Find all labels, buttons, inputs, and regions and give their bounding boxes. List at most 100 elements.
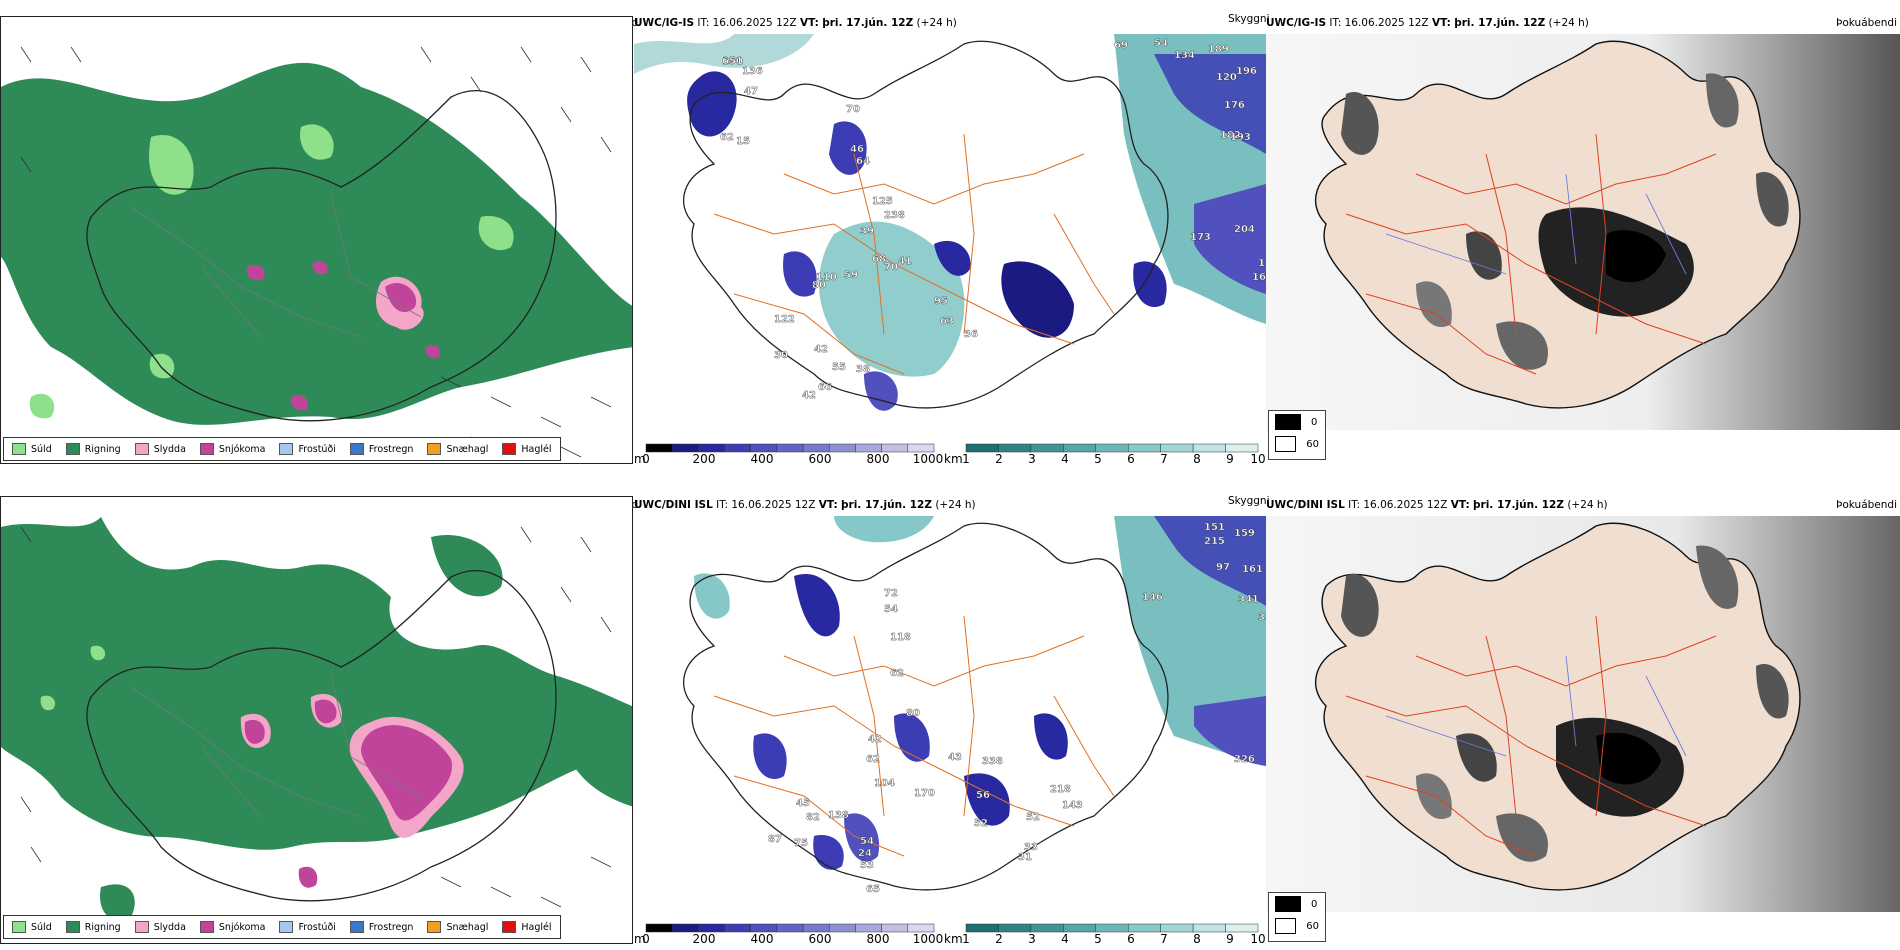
vis-tick: 6	[1127, 932, 1135, 946]
colorbar-segment	[1160, 923, 1194, 933]
fog-swatch-black	[1275, 896, 1301, 912]
row1-mid-header: UWC/IG-IS IT: 16.06.2025 12Z VT: þri. 17…	[634, 14, 1234, 32]
colorbar-segment	[671, 923, 699, 933]
legend-swatch	[199, 921, 214, 933]
colorbar-segment	[645, 923, 673, 933]
vis-tick: 3	[1028, 452, 1036, 466]
row2-right-lead: (+24 h)	[1567, 499, 1608, 511]
colorbar-segment	[1225, 443, 1259, 453]
row1-mid-vt-label: VT:	[799, 17, 819, 29]
vis-tick: 5	[1094, 932, 1102, 946]
legend-label: Snæhagl	[446, 921, 489, 933]
colorbar-segment	[1063, 443, 1097, 453]
ceiling-value-label: 24	[858, 848, 872, 859]
row1-right-it-value: 16.06.2025 12Z	[1344, 17, 1429, 29]
ceiling-value-label: 43	[948, 752, 962, 763]
legend-item-snaehagl: Snæhagl	[427, 443, 488, 455]
colorbar-segment	[1030, 443, 1064, 453]
row2-mid-vt-label: VT:	[818, 499, 838, 511]
row1-precip-svg	[1, 17, 632, 463]
ceiling-value-label: 125	[872, 196, 893, 207]
ceiling-value-label: 52	[974, 818, 988, 829]
ceiling-colorbar-svg	[645, 443, 935, 453]
legend-swatch	[134, 921, 149, 933]
ceiling-tick: 600	[808, 452, 832, 466]
legend-swatch	[427, 921, 442, 933]
colorbar-segment	[750, 923, 778, 933]
colorbar-segment	[855, 443, 882, 453]
colorbar-segment	[776, 443, 804, 453]
legend-item-rigning: Rigning	[65, 443, 121, 455]
ceiling-value-label: 54	[884, 604, 898, 615]
legend-swatch	[65, 921, 80, 933]
colorbar-segment	[750, 443, 778, 453]
row1-mid-it-label: IT:	[697, 17, 710, 29]
ceiling-value-label: 215	[1204, 536, 1225, 547]
legend-swatch	[65, 443, 80, 455]
row1-cloud-title: Skyggni	[1228, 13, 1270, 25]
ceiling-value-label: 72	[884, 588, 898, 599]
legend-label: Súld	[31, 921, 52, 933]
ceiling-value-label: 341	[1238, 594, 1259, 605]
legend-swatch	[349, 443, 364, 455]
ceiling-value-label: 82	[806, 812, 820, 823]
row2-right-it-label: IT:	[1348, 499, 1361, 511]
legend-label: Frostregn	[368, 443, 414, 455]
ceiling-value-label: 62	[866, 754, 880, 765]
ceiling-tick: 400	[750, 452, 774, 466]
row1-right-lead: (+24 h)	[1548, 17, 1589, 29]
colorbar-segment	[1225, 923, 1259, 933]
row2-precip-svg	[1, 497, 632, 943]
row2-mid-header: UWC/DINI ISL IT: 16.06.2025 12Z VT: þri.…	[634, 496, 1234, 514]
row1-fog-svg	[1266, 34, 1900, 430]
ceiling-value-label: 204	[1234, 224, 1255, 235]
ceiling-value-label: 116	[1258, 258, 1266, 269]
ceiling-value-label: 36	[964, 329, 978, 340]
ceiling-value-label: 182	[1220, 130, 1241, 141]
legend-item-slydda: Slydda	[134, 443, 186, 455]
ceiling-value-label: 52	[1026, 812, 1040, 823]
vis-tick: 1	[962, 932, 970, 946]
row2-mid-it-value: 16.06.2025 12Z	[731, 499, 816, 511]
ceiling-unit: m	[634, 452, 646, 466]
row2-visibility-colorbar: km 1 2 3 4 5 6 7 8 9 10	[944, 918, 1266, 948]
ceiling-value-label: 196	[1236, 66, 1257, 77]
fog-legend-row: 60	[1269, 433, 1325, 455]
row2-fog-title: Þokuábendi	[1836, 499, 1897, 511]
colorbar-segment	[724, 923, 751, 933]
vis-tick: 2	[995, 932, 1003, 946]
ceiling-value-label: 146	[1142, 592, 1163, 603]
row1-mid-lead: (+24 h)	[916, 17, 957, 29]
row2-fog-svg	[1266, 516, 1900, 912]
legend-label: Haglél	[521, 921, 552, 933]
row2-ceiling-labels: 151 215 159 97 161 341 358 146 72 54 118 62 80 42 62 10…	[768, 522, 1266, 895]
row2-precip-map: Súld Rigning Slydda Snjókoma Frostúði Fr…	[0, 496, 633, 944]
row1-right-header: UWC/IG-IS IT: 16.06.2025 12Z VT: þri. 17…	[1266, 14, 1766, 32]
row1-mid-vt-value: þri. 17.jún. 12Z	[822, 17, 914, 29]
fog-legend-value: 0	[1311, 416, 1318, 428]
ceiling-tick: 0	[642, 452, 650, 466]
ceiling-value-label: 42	[814, 344, 828, 355]
colorbar-segment	[1030, 923, 1064, 933]
colorbar-segment	[855, 923, 882, 933]
visibility-unit: km	[944, 452, 963, 466]
colorbar-segment	[1127, 443, 1161, 453]
ceiling-tick: 1000	[912, 452, 944, 466]
legend-item-snjokoma: Snjókoma	[199, 443, 265, 455]
row2-right-vt-label: VT:	[1450, 499, 1470, 511]
colorbar-segment	[698, 443, 725, 453]
fog-legend-value: 60	[1306, 438, 1319, 450]
ceiling-value-label: 87	[768, 834, 782, 845]
legend-item-snjokoma: Snjókoma	[199, 921, 265, 933]
vis-tick: 2	[995, 452, 1003, 466]
ceiling-value-label: 193	[1230, 132, 1251, 143]
vis-tick: 9	[1226, 452, 1234, 466]
legend-label: Súld	[31, 443, 52, 455]
legend-label: Slydda	[153, 443, 186, 455]
row2-right-it-value: 16.06.2025 12Z	[1363, 499, 1448, 511]
row2-mid-it-label: IT:	[716, 499, 729, 511]
row1-precip-legend: Súld Rigning Slydda Snjókoma Frostúði Fr…	[3, 437, 561, 461]
colorbar-segment	[1095, 443, 1129, 453]
